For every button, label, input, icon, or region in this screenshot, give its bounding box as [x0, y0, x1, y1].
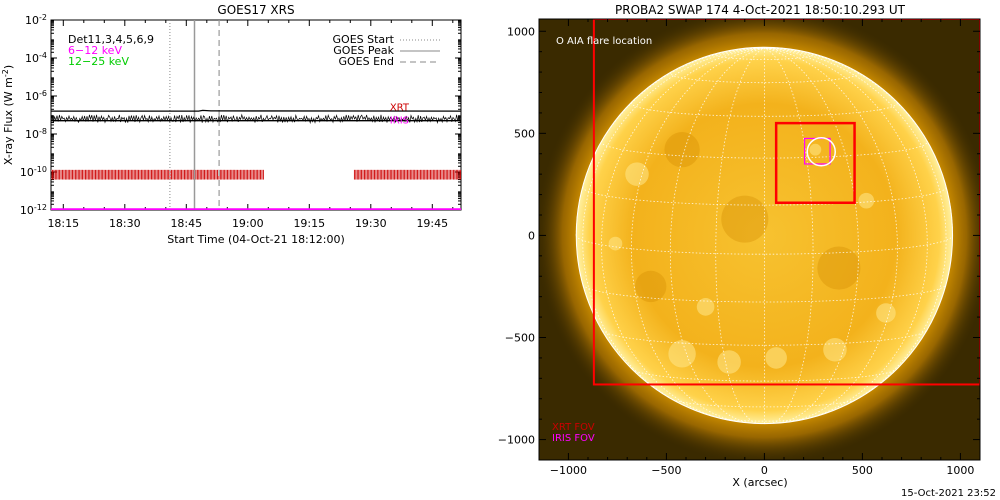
legend-entry: 6−12 keV	[68, 44, 122, 57]
x-axis: 18:15 18:30 18:45 19:00 19:15 19:30 19:45	[47, 20, 454, 230]
y-tick-label: 10-2	[25, 13, 47, 28]
x-tick-label: 19:45	[416, 217, 448, 230]
legend-left: Det11,3,4,5,6,9 6−12 keV 12−25 keV	[68, 33, 154, 68]
flux-series	[51, 109, 461, 210]
heliographic-grid	[575, 46, 954, 425]
y-tick-label: 10-10	[20, 165, 47, 180]
y-tick-label: 10-12	[20, 203, 47, 218]
bright-region	[765, 347, 787, 369]
dark-region	[635, 270, 667, 303]
y-tick-label: 10-6	[25, 89, 47, 104]
x-tick-label: 500	[852, 464, 873, 477]
bright-region	[668, 340, 696, 368]
latitude-line	[630, 102, 898, 117]
legend-right: GOES Start GOES Peak GOES End	[333, 33, 440, 68]
x-tick-label: 19:00	[232, 217, 264, 230]
chart-title: GOES17 XRS	[217, 3, 294, 17]
legend-entry: XRT FOV	[552, 422, 595, 433]
goes-xrs-chart: GOES17 XRS 10-12 10-10 10-8 10-6 10-4 10-2 18…	[1, 3, 462, 246]
swap-image-panel: PROBA2 SWAP 174 4-Oct-2021 18:50:10.293 …	[498, 3, 981, 489]
bright-region	[823, 337, 847, 362]
dark-region	[817, 246, 861, 290]
x-tick-label: 19:15	[293, 217, 325, 230]
series-noise	[51, 113, 461, 125]
x-tick-label: −500	[651, 464, 681, 477]
bright-region	[625, 162, 649, 186]
y-tick-label: 10-4	[25, 51, 47, 66]
limb-outline	[575, 46, 954, 425]
x-tick-label: 18:30	[109, 217, 141, 230]
latitude-line	[669, 71, 859, 84]
longitude-line	[715, 47, 765, 424]
coverage-label: IRIS	[390, 116, 409, 127]
bright-region	[876, 303, 896, 323]
y-tick-label: 10-8	[25, 127, 47, 142]
latitude-line	[719, 417, 810, 422]
x-tick-label: −1000	[550, 464, 587, 477]
bright-region	[608, 236, 623, 251]
longitude-line	[669, 47, 765, 424]
y-tick-label: 500	[514, 127, 535, 140]
y-tick-label: −1000	[498, 434, 535, 447]
legend-entry: GOES End	[338, 55, 394, 68]
bright-region	[858, 192, 875, 209]
x-tick-label: 18:45	[170, 217, 202, 230]
sun-disk	[576, 47, 953, 424]
legend-entry: IRIS FOV	[552, 433, 595, 444]
y-tick-label: 1000	[507, 25, 535, 38]
image-title: PROBA2 SWAP 174 4-Oct-2021 18:50:10.293 …	[615, 3, 906, 17]
coverage-labels: XRT IRIS	[390, 102, 410, 126]
x-tick-label: 0	[761, 464, 768, 477]
legend-entry: 12−25 keV	[68, 55, 129, 68]
latitude-line	[600, 140, 928, 159]
longitude-line	[764, 47, 928, 421]
fov-box	[774, 121, 856, 204]
image-frame	[538, 18, 981, 461]
y-tick-label: 0	[528, 229, 535, 242]
longitude-line	[764, 47, 947, 409]
longitude-line	[764, 47, 814, 424]
bright-region	[717, 350, 741, 374]
legend-entry: Det11,3,4,5,6,9	[68, 33, 154, 46]
x-tick-label: 19:30	[355, 217, 387, 230]
y-tick-label: −500	[505, 332, 535, 345]
y-axis: 10-12 10-10 10-8 10-6 10-4 10-2	[20, 13, 461, 218]
bright-region	[809, 143, 822, 156]
disk-texture	[608, 132, 896, 374]
annotation: O AIA flare location	[556, 36, 652, 47]
goes-time-lines	[169, 20, 220, 210]
longitude-line	[582, 47, 765, 409]
latitude-line	[582, 284, 947, 303]
longitude-line	[600, 47, 765, 421]
y-axis-label: X-ray Flux (W m-2)	[1, 65, 16, 165]
x-axis-label: Start Time (04-Oct-21 18:12:00)	[167, 233, 345, 246]
latitude-line	[575, 235, 953, 255]
x-tick-label: 1000	[946, 464, 974, 477]
footer-timestamp: 15-Oct-2021 23:52	[901, 488, 996, 499]
x-axis-label: X (arcsec)	[732, 476, 787, 489]
latitude-line	[602, 330, 927, 346]
legend-entry: GOES Start	[333, 33, 395, 46]
flare-location-marker	[806, 136, 836, 167]
latitude-line	[672, 399, 857, 408]
legend-entry: GOES Peak	[333, 44, 394, 57]
longitude-line	[764, 47, 859, 424]
dark-region	[721, 195, 769, 243]
series-line	[51, 109, 461, 112]
image-axes: −1000 −500 0 500 1000 −1000 −500 0 500 1000	[498, 19, 980, 477]
observation-ticks	[51, 169, 461, 180]
bright-region	[696, 298, 715, 316]
fov-box	[592, 19, 980, 386]
dark-region	[664, 132, 700, 168]
x-tick-label: 18:15	[47, 217, 79, 230]
coverage-label: XRT	[390, 102, 410, 113]
